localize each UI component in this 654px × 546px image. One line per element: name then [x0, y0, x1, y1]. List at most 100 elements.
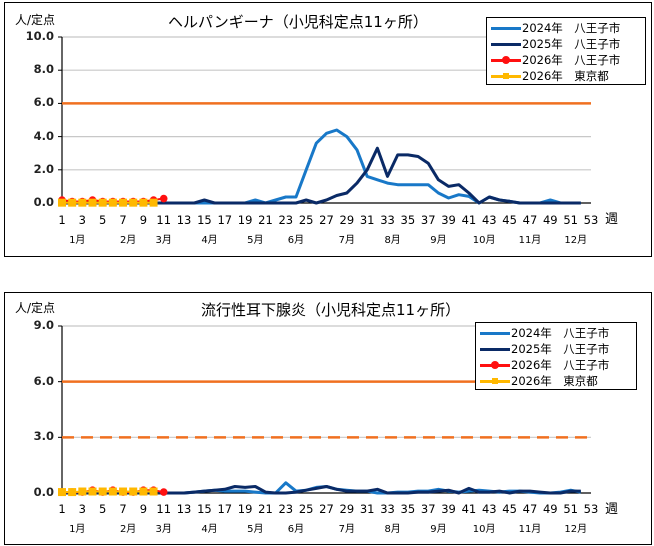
x-tick-label: 51: [563, 502, 578, 516]
legend-item-2026-hachioji: 2026年 八王子市: [480, 357, 630, 373]
x-tick-label: 47: [522, 213, 538, 227]
legend-item-2026-tokyo: 2026年 東京都: [480, 373, 630, 389]
x-tick-label: 19: [237, 502, 253, 516]
legend-item-2024: 2024年 八王子市: [480, 325, 630, 341]
x-tick-label: 15: [197, 502, 212, 516]
month-label: 4月: [201, 524, 218, 535]
month-label: 11月: [518, 235, 542, 246]
month-label: 7月: [338, 235, 356, 246]
y-tick-label: 9.0: [33, 318, 54, 332]
month-label: 1月: [69, 235, 86, 246]
x-tick-label: 7: [119, 502, 127, 516]
x-axis-label: 週: [605, 502, 619, 517]
y-unit-label: 人/定点: [15, 301, 56, 315]
month-label: 2月: [119, 235, 137, 246]
x-tick-label: 37: [420, 502, 436, 516]
x-tick-label: 29: [339, 213, 355, 227]
chart-herpangina: 人/定点 ヘルパンギーナ（小児科定点11ヶ所） 2024年 八王子市 2025年…: [4, 2, 652, 257]
x-tick-label: 15: [197, 213, 212, 227]
legend-item-2024: 2024年 八王子市: [491, 20, 639, 36]
x-tick-label: 29: [339, 502, 355, 516]
legend-item-2025: 2025年 八王子市: [491, 36, 639, 52]
x-tick-label: 47: [522, 502, 538, 516]
month-label: 9月: [430, 235, 447, 246]
legend-item-2026-hachioji: 2026年 八王子市: [491, 52, 639, 68]
chart-legend: 2024年 八王子市 2025年 八王子市 2026年 八王子市 2026年 東…: [486, 17, 646, 85]
x-tick-label: 43: [481, 213, 497, 227]
x-tick-label: 45: [502, 213, 517, 227]
legend-item-2026-tokyo: 2026年 東京都: [491, 68, 639, 84]
x-tick-label: 41: [461, 213, 477, 227]
chart-legend: 2024年 八王子市 2025年 八王子市 2026年 八王子市 2026年 東…: [475, 322, 637, 390]
y-unit-label: 人/定点: [15, 13, 56, 27]
line-swatch-icon: [491, 37, 521, 51]
month-label: 2月: [119, 524, 137, 535]
circle-marker-icon: [491, 53, 521, 67]
y-tick-label: 3.0: [33, 429, 54, 444]
x-tick-label: 27: [319, 502, 334, 516]
x-tick-label: 11: [156, 502, 172, 516]
month-label: 10月: [472, 524, 496, 535]
y-tick-label: 0.0: [33, 195, 54, 209]
chart-title: 流行性耳下腺炎（小児科定点11ヶ所）: [201, 301, 461, 319]
x-tick-label: 11: [156, 213, 172, 227]
x-tick-label: 53: [583, 213, 599, 227]
month-label: 11月: [518, 524, 542, 535]
y-tick-label: 10.0: [25, 29, 54, 43]
month-label: 8月: [384, 524, 401, 535]
legend-item-2025: 2025年 八王子市: [480, 341, 630, 357]
x-tick-label: 17: [217, 502, 233, 516]
x-tick-label: 49: [542, 213, 558, 227]
month-label: 4月: [201, 235, 218, 246]
x-tick-label: 1: [58, 502, 66, 516]
x-tick-label: 41: [461, 502, 477, 516]
square-marker-icon: [491, 69, 521, 83]
x-tick-label: 13: [176, 502, 192, 516]
x-tick-label: 35: [400, 502, 416, 516]
line-swatch-icon: [491, 21, 521, 35]
x-tick-label: 31: [359, 502, 375, 516]
month-label: 1月: [69, 524, 86, 535]
x-tick-label: 31: [359, 213, 375, 227]
month-label: 5月: [247, 524, 264, 535]
x-tick-label: 19: [237, 213, 253, 227]
line-swatch-icon: [480, 326, 510, 340]
x-tick-label: 25: [298, 213, 314, 227]
x-tick-label: 3: [78, 213, 86, 227]
x-tick-label: 39: [441, 213, 456, 227]
y-tick-label: 4.0: [33, 128, 54, 143]
y-tick-label: 8.0: [33, 62, 54, 77]
y-tick-label: 6.0: [33, 95, 54, 110]
month-label: 10月: [472, 235, 496, 246]
x-tick-label: 3: [78, 502, 86, 516]
x-tick-label: 33: [380, 502, 395, 516]
x-tick-label: 35: [400, 213, 416, 227]
x-tick-label: 33: [380, 213, 395, 227]
x-tick-label: 21: [258, 213, 273, 227]
x-tick-label: 49: [542, 502, 558, 516]
month-label: 12月: [564, 524, 588, 535]
month-label: 6月: [287, 524, 305, 535]
x-tick-label: 1: [58, 213, 66, 227]
line-swatch-icon: [480, 342, 510, 356]
y-tick-label: 2.0: [33, 161, 54, 176]
y-tick-label: 0.0: [33, 485, 54, 499]
x-tick-label: 9: [139, 213, 148, 227]
x-tick-label: 53: [583, 502, 599, 516]
month-label: 6月: [287, 235, 305, 246]
x-tick-label: 45: [502, 502, 517, 516]
x-tick-label: 51: [563, 213, 578, 227]
month-label: 9月: [430, 524, 447, 535]
x-tick-label: 9: [139, 502, 148, 516]
x-tick-label: 27: [319, 213, 334, 227]
month-label: 12月: [564, 235, 588, 246]
circle-marker-icon: [480, 358, 510, 372]
chart-mumps: 人/定点 流行性耳下腺炎（小児科定点11ヶ所） 2024年 八王子市 2025年…: [4, 292, 652, 545]
x-tick-label: 13: [176, 213, 192, 227]
x-tick-label: 23: [278, 213, 294, 227]
x-tick-label: 25: [298, 502, 314, 516]
x-tick-label: 5: [99, 502, 107, 516]
x-tick-label: 21: [258, 502, 273, 516]
month-label: 7月: [338, 524, 356, 535]
x-tick-label: 39: [441, 502, 456, 516]
